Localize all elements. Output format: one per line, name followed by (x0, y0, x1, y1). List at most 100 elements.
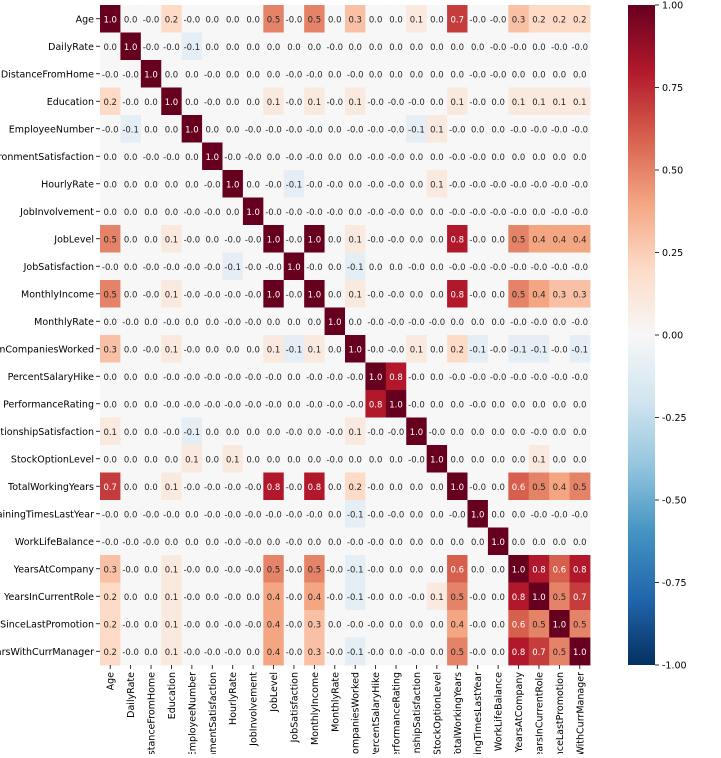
heatmap-cell: 0.0 (385, 445, 407, 473)
cell-value-label: 1.0 (328, 318, 342, 328)
cell-rect (181, 87, 203, 116)
cell-value-label: -0.1 (347, 263, 364, 273)
cell-rect (100, 280, 121, 308)
cell-value-label: 0.0 (348, 153, 362, 163)
cell-rect (549, 417, 570, 446)
heatmap-cell: 0.4 (549, 225, 570, 253)
cell-rect (242, 335, 264, 363)
heatmap-cell: 0.0 (508, 445, 530, 473)
heatmap-cell: -0.0 (406, 582, 428, 611)
heatmap-cell: -0.0 (202, 170, 223, 198)
heatmap-cell: -0.0 (467, 170, 489, 198)
colorbar-tick-label: 1.00 (662, 1, 683, 12)
heatmap-cell: -0.0 (385, 307, 407, 336)
cell-value-label: 0.0 (369, 455, 383, 465)
cell-value-label: 0.0 (328, 263, 342, 273)
heatmap-cell: -0.1 (283, 170, 305, 198)
cell-value-label: 0.0 (144, 180, 158, 190)
cell-value-label: 0.0 (389, 263, 403, 273)
cell-rect (365, 390, 387, 418)
heatmap-cell: 0.0 (426, 390, 448, 418)
cell-rect (161, 610, 183, 638)
cell-value-label: -0.0 (388, 180, 405, 190)
cell-value-label: -0.0 (204, 648, 221, 658)
heatmap-cell: 0.0 (365, 32, 387, 61)
heatmap-cell: -0.0 (467, 362, 489, 391)
cell-rect (304, 637, 325, 666)
cell-value-label: -0.1 (184, 43, 201, 53)
heatmap-cell: -0.0 (467, 197, 489, 226)
cell-value-label: 0.0 (348, 180, 362, 190)
cell-rect (385, 170, 407, 198)
cell-value-label: 0.3 (553, 290, 567, 300)
cell-rect (161, 32, 183, 61)
heatmap-cell: 0.0 (222, 5, 244, 33)
cell-rect (467, 610, 489, 638)
cell-rect (365, 252, 387, 281)
cell-rect (549, 307, 570, 336)
cell-rect (385, 307, 407, 336)
heatmap-cell: 0.0 (528, 142, 550, 171)
cell-value-label: 0.0 (246, 98, 260, 108)
cell-value-label: -0.0 (490, 43, 507, 53)
x-tick-label: EnvironmentSatisfaction (208, 672, 219, 754)
cell-value-label: -0.0 (184, 400, 201, 410)
cell-rect (324, 307, 346, 336)
cell-value-label: 0.0 (144, 125, 158, 135)
cell-value-label: -0.0 (326, 455, 343, 465)
cell-rect (467, 445, 489, 473)
cell-rect (100, 527, 121, 556)
cell-rect (100, 555, 121, 583)
cell-rect (181, 362, 203, 391)
cell-value-label: 0.0 (389, 620, 403, 630)
cell-rect (242, 582, 264, 611)
heatmap-cell: -0.0 (181, 637, 203, 666)
cell-value-label: 0.0 (206, 15, 220, 25)
cell-value-label: 0.0 (491, 455, 505, 465)
cell-rect (406, 142, 428, 171)
cell-value-label: 1.0 (267, 290, 281, 300)
cell-value-label: 0.0 (553, 428, 567, 438)
cell-value-label: 0.0 (267, 538, 281, 548)
cell-rect (569, 445, 591, 473)
cell-rect (487, 197, 509, 226)
heatmap-cell: 0.0 (447, 390, 468, 418)
cell-value-label: -0.0 (408, 648, 425, 658)
cell-rect (549, 252, 570, 281)
cell-value-label: 0.0 (124, 510, 138, 520)
cell-rect (202, 472, 223, 501)
cell-rect (569, 610, 591, 638)
cell-rect (569, 307, 591, 336)
cell-value-label: 0.5 (573, 483, 587, 493)
cell-value-label: 0.0 (532, 538, 546, 548)
cell-rect (447, 637, 468, 666)
heatmap-cell: 0.0 (508, 142, 530, 171)
heatmap-cell: -0.0 (467, 472, 489, 501)
cell-rect (508, 197, 530, 226)
cell-rect (385, 582, 407, 611)
cell-value-label: 0.0 (308, 43, 322, 53)
cell-rect (161, 170, 183, 198)
cell-rect (345, 5, 366, 33)
heatmap-cell: -0.1 (222, 252, 244, 281)
cell-value-label: 1.0 (287, 263, 301, 273)
heatmap-cell: 0.1 (304, 87, 325, 116)
heatmap-cell: -0.0 (467, 142, 489, 171)
cell-value-label: -0.0 (224, 648, 241, 658)
cell-value-label: 0.6 (512, 483, 526, 493)
heatmap-cell: 0.1 (304, 335, 325, 363)
heatmap-cell: -0.0 (467, 582, 489, 611)
heatmap-cell: -0.0 (365, 142, 387, 171)
cell-value-label: 0.0 (185, 70, 199, 80)
cell-rect (202, 417, 223, 446)
cell-value-label: 0.0 (144, 98, 158, 108)
cell-rect (508, 225, 530, 253)
heatmap-cell: -0.0 (569, 362, 591, 391)
heatmap-cell: 0.0 (140, 197, 162, 226)
heatmap-cell: 0.0 (487, 115, 509, 143)
cell-rect (447, 582, 468, 611)
cell-value-label: 0.0 (124, 208, 138, 218)
heatmap-cell: 0.0 (120, 5, 142, 33)
cell-value-label: -0.0 (408, 318, 425, 328)
heatmap-cell: 0.5 (549, 582, 570, 611)
